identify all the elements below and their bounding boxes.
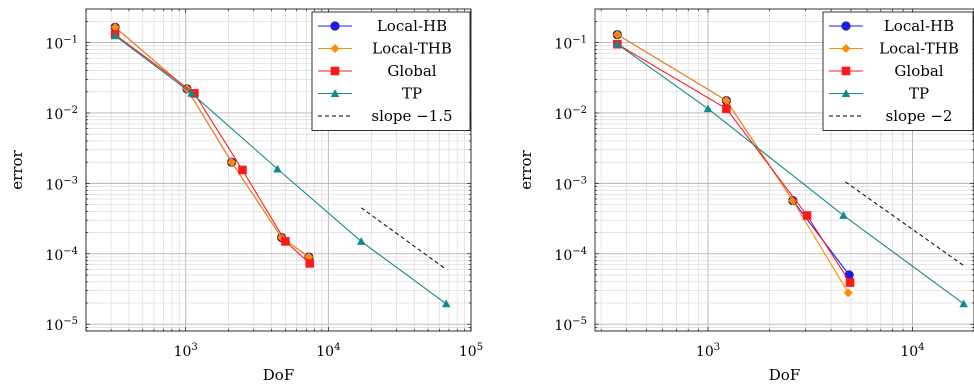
- data-point: [721, 96, 731, 106]
- series-line: [617, 43, 851, 283]
- data-point: [613, 39, 622, 48]
- series-line: [114, 34, 311, 264]
- legend-label: TP: [909, 85, 929, 103]
- x-tick-label: 105: [459, 342, 483, 360]
- y-axis-label: error: [8, 149, 26, 189]
- ticks: [85, 9, 472, 332]
- data-point: [839, 211, 848, 219]
- legend-marker: [330, 66, 340, 76]
- y-tick-label: 10−5: [554, 316, 587, 334]
- y-tick-label: 10−1: [45, 35, 78, 53]
- legend-item: TP: [829, 85, 929, 103]
- data-point: [788, 196, 798, 206]
- legend-label: slope −1.5: [371, 107, 452, 125]
- legend-item: TP: [318, 85, 422, 103]
- series-global: [110, 30, 314, 268]
- legend-item: slope −2: [829, 107, 952, 125]
- axes-frame: [85, 8, 472, 332]
- slope-line: [360, 207, 447, 270]
- data-point: [703, 104, 713, 113]
- x-axis-label: DoF: [263, 366, 294, 384]
- data-point: [844, 270, 854, 280]
- legend-item: slope −1.5: [318, 107, 453, 125]
- data-point: [959, 299, 968, 308]
- series-line: [114, 26, 310, 258]
- y-tick-label: 10−2: [554, 105, 587, 123]
- x-tick-label: 103: [696, 342, 720, 360]
- legend-item: Global: [829, 62, 944, 80]
- legend-label: Global: [387, 62, 436, 80]
- data-point: [273, 164, 282, 173]
- legend: Local-HB Local-THB Global TP slope −1.5: [311, 11, 471, 131]
- plot-area: [110, 22, 451, 308]
- data-point: [356, 237, 366, 245]
- y-tick-label: 10−1: [554, 35, 587, 53]
- series-global: [613, 39, 855, 287]
- grid: [86, 9, 471, 331]
- legend-label: slope −2: [886, 107, 953, 125]
- legend-marker: [841, 66, 851, 76]
- y-axis-label: error: [517, 149, 535, 189]
- legend: Local-HB Local-THB Global TP slope −2: [822, 11, 974, 131]
- legend-item: Local-HB: [318, 17, 447, 35]
- legend-label: Local-HB: [377, 17, 447, 35]
- chart-left: 103 104 105 10−5 10−4 10−3 10−2 10−1 DoF error Loc…: [8, 8, 483, 384]
- data-point: [281, 237, 290, 246]
- x-tick-label: 104: [316, 342, 340, 360]
- legend-marker: [841, 89, 851, 97]
- legend-label: Local-THB: [879, 40, 959, 58]
- legend-marker: [330, 21, 340, 31]
- data-point: [110, 31, 120, 40]
- data-point: [612, 30, 622, 40]
- y-tick-label: 10−5: [45, 316, 78, 334]
- legend-marker: [330, 89, 340, 97]
- legend-marker: [330, 44, 340, 53]
- data-point: [722, 104, 731, 114]
- legend-marker: [841, 44, 851, 53]
- series-line: [617, 34, 849, 293]
- series-tp: [613, 39, 968, 308]
- legend-label: TP: [402, 85, 422, 103]
- data-point: [843, 288, 853, 298]
- axes-frame: [594, 8, 974, 332]
- legend-item: Local-THB: [829, 40, 959, 58]
- legend-marker: [841, 21, 851, 31]
- legend-label: Global: [894, 62, 943, 80]
- slope-line: [845, 181, 964, 266]
- series-local-thb: [110, 22, 314, 262]
- legend-label: Local-THB: [372, 40, 452, 58]
- legend-item: Local-THB: [318, 40, 452, 58]
- series-local-hb: [110, 22, 314, 262]
- data-point: [190, 89, 199, 98]
- series-line: [114, 26, 310, 258]
- series-line: [616, 43, 964, 305]
- data-point: [110, 22, 120, 32]
- data-point: [187, 89, 196, 97]
- y-tick-label: 10−4: [45, 246, 78, 264]
- y-tick-label: 10−3: [554, 175, 587, 193]
- legend-item: Global: [318, 62, 437, 80]
- data-point: [238, 165, 247, 175]
- series-tp: [110, 31, 451, 308]
- series-local-thb: [612, 30, 853, 298]
- data-point: [305, 259, 314, 268]
- x-tick-label: 103: [174, 342, 198, 360]
- data-point: [845, 278, 855, 287]
- data-point: [802, 211, 812, 220]
- legend-label: Local-HB: [884, 17, 954, 35]
- x-tick-label: 104: [900, 342, 924, 360]
- y-tick-label: 10−3: [45, 175, 78, 193]
- x-axis-label: DoF: [769, 366, 800, 384]
- legend-item: Local-HB: [829, 17, 954, 35]
- data-point: [441, 299, 451, 308]
- data-point: [227, 157, 237, 167]
- y-tick-label: 10−2: [45, 105, 78, 123]
- chart-right: 103 104 10−5 10−4 10−3 10−2 10−1 DoF error Local-…: [517, 8, 974, 384]
- plot-area: [612, 29, 968, 308]
- y-tick-label: 10−4: [554, 246, 587, 264]
